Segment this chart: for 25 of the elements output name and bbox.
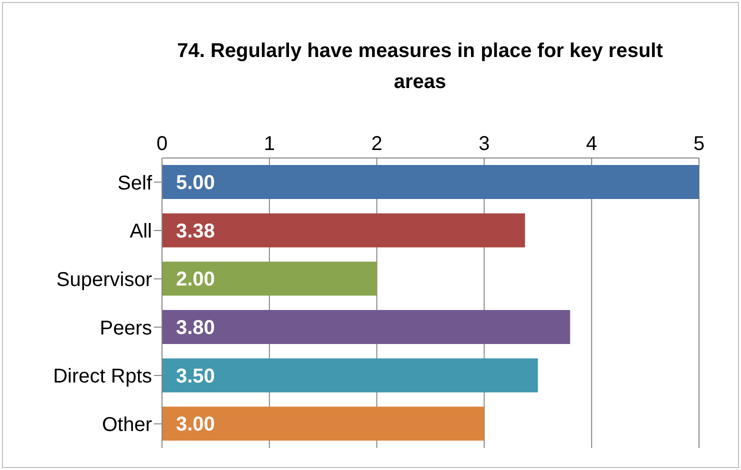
x-tick-label: 3 xyxy=(478,133,490,155)
y-tick-label: Direct Rpts xyxy=(53,366,152,388)
bar xyxy=(162,310,570,344)
data-label: 3.50 xyxy=(176,365,215,388)
y-tick-label: Peers xyxy=(100,317,152,340)
data-label: 3.80 xyxy=(176,317,215,339)
bar xyxy=(162,262,377,296)
data-label: 3.00 xyxy=(176,414,215,436)
data-label: 5.00 xyxy=(176,172,215,194)
x-tick-label: 4 xyxy=(586,133,598,155)
x-tick-label: 0 xyxy=(156,133,168,155)
data-label: 2.00 xyxy=(176,268,215,291)
bar xyxy=(162,358,538,392)
x-tick-label: 5 xyxy=(693,133,705,155)
y-tick-label: Other xyxy=(102,414,152,436)
x-tick-label: 2 xyxy=(371,133,382,155)
y-tick-label: Self xyxy=(118,172,152,194)
bar xyxy=(162,213,526,248)
x-tick-label: 1 xyxy=(264,133,275,155)
bar xyxy=(162,165,699,199)
chart-title: 74. Regularly have measures in place for key result areas xyxy=(176,39,664,95)
y-tick-label: Supervisor xyxy=(56,268,152,291)
bar xyxy=(162,406,484,441)
y-tick-label: All xyxy=(130,220,152,243)
data-label: 3.38 xyxy=(176,220,215,242)
